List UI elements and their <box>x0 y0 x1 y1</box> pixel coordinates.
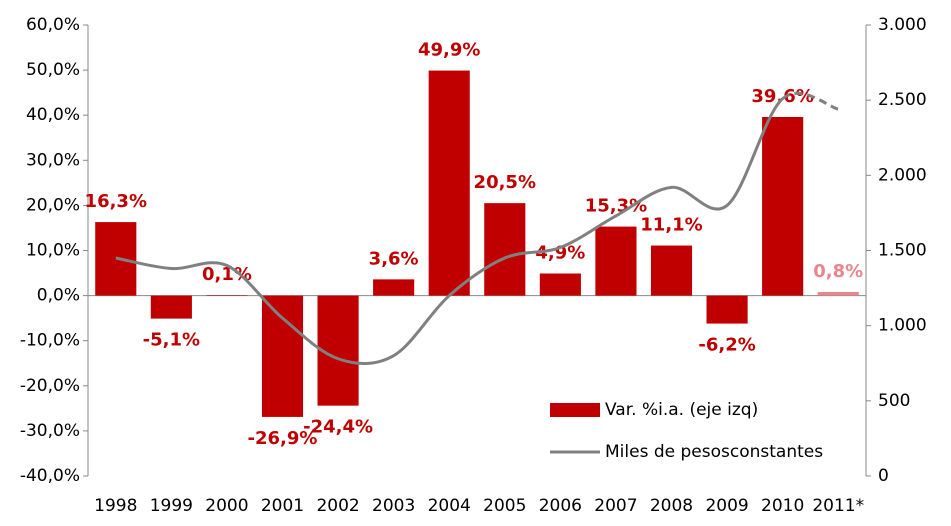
value-label: 49,9% <box>418 40 480 61</box>
bar <box>762 117 804 296</box>
value-label: 16,3% <box>85 191 147 212</box>
bar <box>484 203 526 296</box>
bar <box>150 295 192 319</box>
x-tick-label: 2009 <box>705 496 748 516</box>
value-label: 39,6% <box>751 86 813 107</box>
value-label: -26,9% <box>248 428 318 449</box>
legend-label: Miles de pesosconstantes <box>605 442 823 462</box>
value-label: 0,1% <box>202 264 252 285</box>
bar <box>373 279 415 296</box>
value-label: 11,1% <box>640 215 702 236</box>
x-tick-label: 2010 <box>761 496 804 516</box>
y2-tick-label: 0 <box>878 466 889 486</box>
y-tick-label: -30,0% <box>20 421 80 441</box>
y-tick-label: 0,0% <box>37 286 80 306</box>
x-tick-label: 2001 <box>261 496 304 516</box>
y2-tick-label: 2.500 <box>878 90 927 110</box>
y2-tick-label: 3.000 <box>878 15 927 35</box>
value-label: 20,5% <box>474 172 536 193</box>
value-label: 15,3% <box>585 196 647 217</box>
bar <box>595 226 637 296</box>
line <box>115 97 784 366</box>
x-tick-label: 2004 <box>428 496 471 516</box>
y2-tick-label: 2.000 <box>878 165 927 185</box>
value-label: -6,2% <box>698 335 755 356</box>
bar <box>539 273 581 296</box>
bar <box>706 295 748 324</box>
y2-tick-label: 1.000 <box>878 316 927 336</box>
value-label: -5,1% <box>143 330 200 351</box>
x-tick-label: 2002 <box>316 496 359 516</box>
legend-label: Var. %i.a. (eje izq) <box>605 400 758 420</box>
x-tick-label: 1999 <box>150 496 193 516</box>
y-tick-label: -10,0% <box>20 331 80 351</box>
bar <box>650 245 693 296</box>
y-tick-label: 60,0% <box>26 15 80 35</box>
x-tick-label: 2011* <box>812 496 864 516</box>
x-tick-label: 2008 <box>650 496 693 516</box>
x-tick-label: 2000 <box>205 496 248 516</box>
x-tick-label: 2003 <box>372 496 415 516</box>
y-tick-label: 50,0% <box>26 60 80 80</box>
y-tick-label: -40,0% <box>20 466 80 486</box>
bar <box>261 295 304 417</box>
line-dashed <box>781 91 839 111</box>
value-label: 0,8% <box>813 261 863 282</box>
x-tick-label: 2006 <box>539 496 582 516</box>
y-tick-label: -20,0% <box>20 376 80 396</box>
value-label: 4,9% <box>535 243 585 264</box>
x-tick-label: 2005 <box>483 496 526 516</box>
y-tick-label: 30,0% <box>26 150 80 170</box>
legend-swatch <box>550 403 600 417</box>
value-label: 3,6% <box>369 248 419 269</box>
bar <box>817 291 859 296</box>
y-tick-label: 40,0% <box>26 105 80 125</box>
y2-tick-label: 500 <box>878 391 910 411</box>
x-tick-label: 2007 <box>594 496 637 516</box>
x-tick-label: 1998 <box>94 496 137 516</box>
value-label: -24,4% <box>303 417 373 438</box>
y2-tick-label: 1.500 <box>878 241 927 261</box>
bar <box>428 70 470 296</box>
y-tick-label: 10,0% <box>26 241 80 261</box>
y-tick-label: 20,0% <box>26 195 80 215</box>
